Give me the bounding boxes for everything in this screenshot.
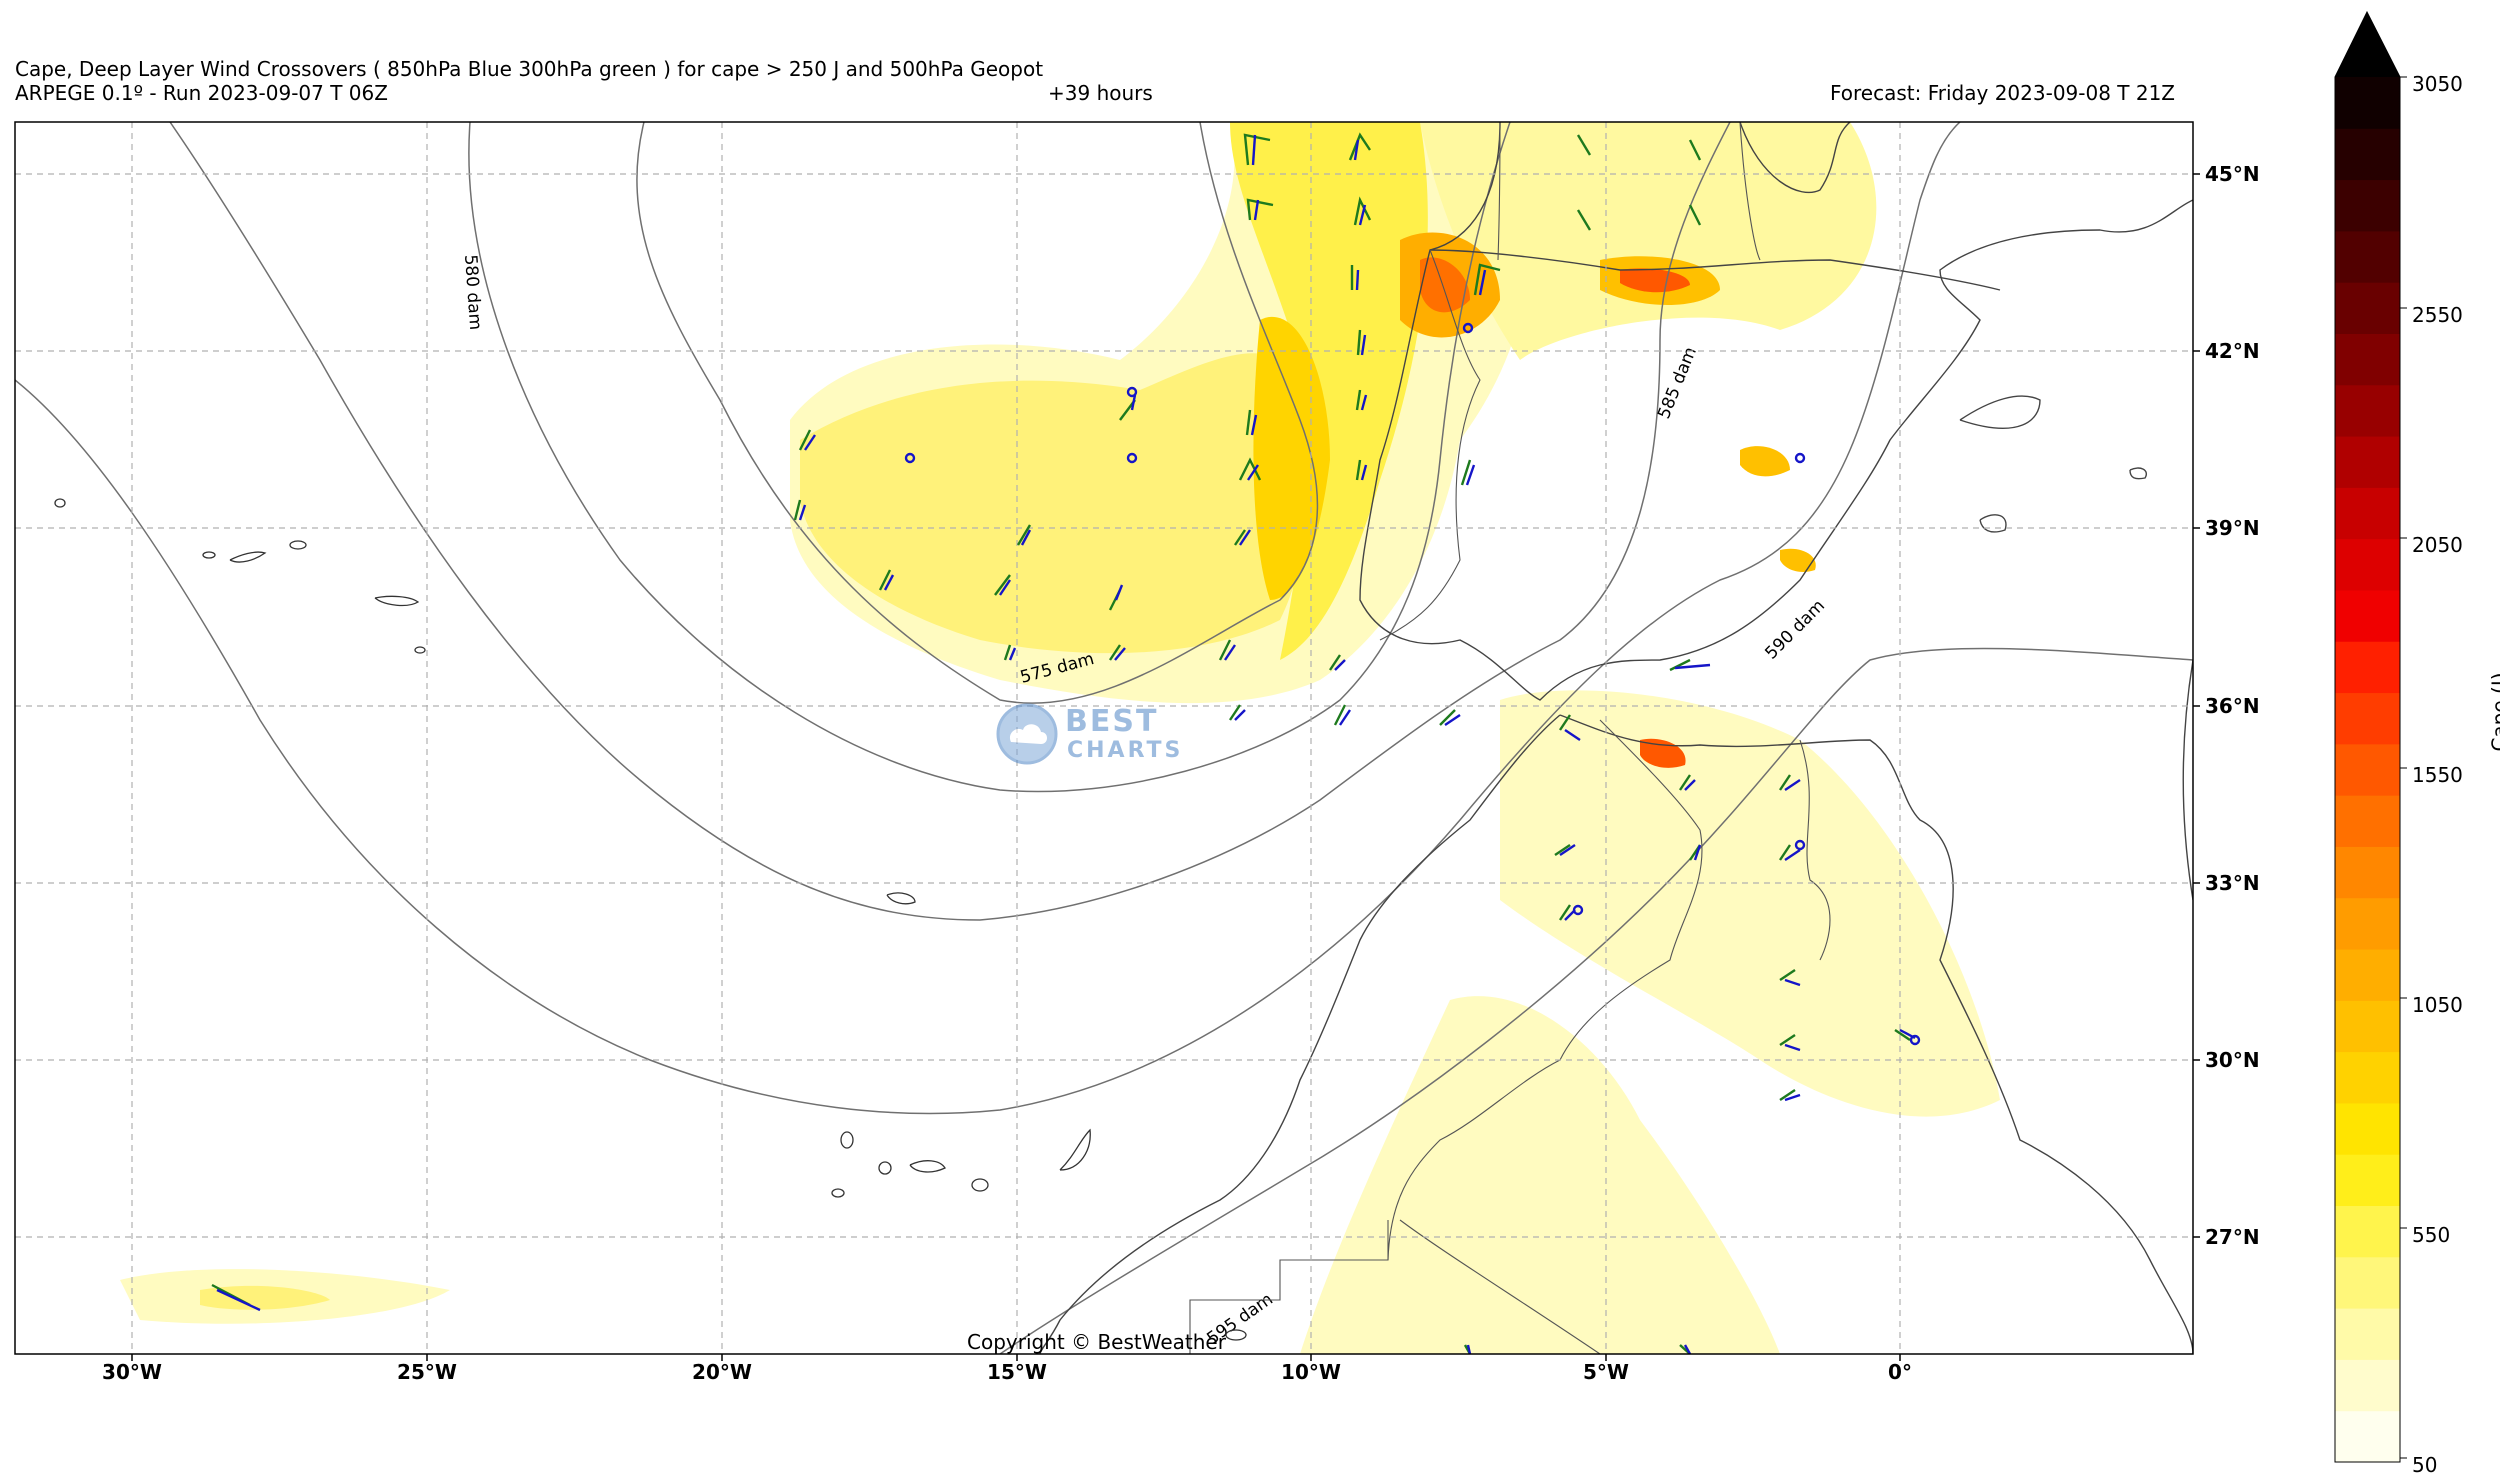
colorbar-segment (2335, 949, 2400, 1001)
colorbar-segment (2335, 1256, 2400, 1309)
colorbar-frame (2334, 10, 2401, 1463)
colorbar-segment (2335, 333, 2400, 386)
colorbar-tick-label: 550 (2412, 1223, 2451, 1247)
axis-ticks (131, 173, 2200, 1361)
cloud-logo-icon (996, 703, 1058, 765)
colorbar-extend-arrow (2335, 12, 2400, 77)
colorbar-segment (2335, 1102, 2400, 1155)
lon-label: 5°W (1583, 1360, 1629, 1384)
lat-label: 39°N (2205, 516, 2260, 540)
lat-label: 33°N (2205, 871, 2260, 895)
country-borders (1189, 122, 1831, 1354)
geopotential-contours (15, 122, 2193, 1354)
lon-label: 15°W (987, 1360, 1047, 1384)
contour-label: 585 dam (1654, 344, 1701, 422)
colorbar-tick-label: 2550 (2412, 303, 2463, 327)
lon-label: 20°W (692, 1360, 752, 1384)
map-frame (14, 121, 2194, 1355)
colorbar-segment (2335, 1154, 2400, 1207)
colorbar-tick-label: 2050 (2412, 533, 2463, 557)
model-run-label: ARPEGE 0.1º - Run 2023-09-07 T 06Z (15, 81, 388, 105)
logo-text: BEST (1065, 704, 1159, 739)
contour-label: 580 dam (460, 254, 485, 331)
colorbar-segment (2335, 1308, 2400, 1360)
bestcharts-logo: BEST CHARTS (995, 700, 1195, 770)
colorbar-segment (2335, 282, 2400, 334)
colorbar-segment (2335, 77, 2400, 129)
colorbar-segment (2335, 384, 2400, 437)
colorbar-segment (2335, 1000, 2400, 1053)
colorbar-tick-label: 3050 (2412, 72, 2463, 96)
colorbar-segment (2335, 846, 2400, 899)
lon-label: 30°W (102, 1360, 162, 1384)
forecast-time-label: Forecast: Friday 2023-09-08 T 21Z (1830, 81, 2176, 105)
wind-barbs (211, 132, 1921, 1354)
lat-label: 30°N (2205, 1048, 2260, 1072)
colorbar (2334, 10, 2407, 1463)
colorbar-segment (2335, 538, 2400, 591)
lat-label: 36°N (2205, 694, 2260, 718)
colorbar-tick-label: 1050 (2412, 993, 2463, 1017)
copyright-notice: Copyright © BestWeather (967, 1330, 1226, 1354)
colorbar-segment (2335, 128, 2400, 181)
lead-time-label: +39 hours (1048, 81, 1153, 105)
lon-label: 25°W (397, 1360, 457, 1384)
colorbar-segment (2335, 1410, 2400, 1463)
colorbar-title: Cape (J) (2487, 672, 2500, 752)
lat-label: 27°N (2205, 1225, 2260, 1249)
lon-label: 0° (1888, 1360, 1912, 1384)
lat-label: 42°N (2205, 339, 2260, 363)
lat-label: 45°N (2205, 162, 2260, 186)
colorbar-segment (2335, 230, 2400, 283)
colorbar-segment (2335, 179, 2400, 232)
logo-text: CHARTS (1067, 738, 1184, 763)
coastlines (1039, 122, 2193, 1354)
colorbar-segment (2335, 743, 2400, 796)
cape-shading (120, 122, 2000, 1354)
lon-label: 10°W (1281, 1360, 1341, 1384)
colorbar-tick-label: 50 (2412, 1453, 2438, 1477)
islands (54, 498, 1247, 1341)
chart-title: Cape, Deep Layer Wind Crossovers ( 850hP… (15, 57, 1044, 81)
colorbar-segment (2335, 641, 2400, 694)
colorbar-segment (2335, 1051, 2400, 1104)
colorbar-tick-label: 1550 (2412, 763, 2463, 787)
colorbar-segment (2335, 1205, 2400, 1258)
colorbar-segment (2335, 897, 2400, 950)
colorbar-segment (2335, 436, 2400, 488)
colorbar-segment (2335, 589, 2400, 642)
graticule (15, 122, 2193, 1354)
colorbar-segment (2335, 487, 2400, 540)
colorbar-segment (2335, 1359, 2400, 1412)
colorbar-segment (2335, 692, 2400, 745)
colorbar-segment (2335, 795, 2400, 847)
